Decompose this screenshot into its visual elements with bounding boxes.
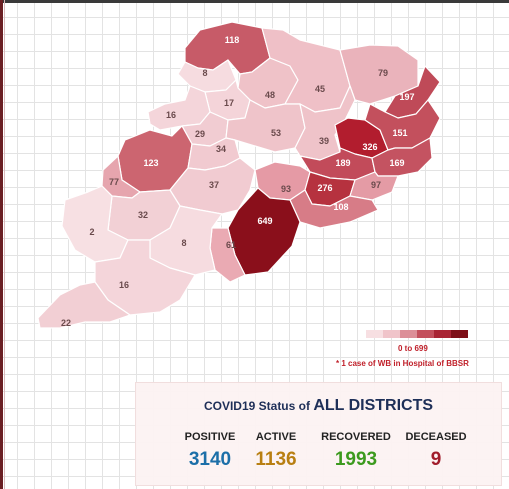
stat-recovered-value: 1993: [334, 449, 378, 470]
district-label-16: 16: [166, 110, 176, 120]
district-label-34: 34: [216, 144, 226, 154]
district-label-8-south: 8: [181, 238, 186, 248]
district-label-2: 2: [89, 227, 94, 237]
status-title-emph: ALL DISTRICTS: [313, 397, 434, 414]
stat-active-label: ACTIVE: [255, 431, 297, 443]
district-label-79: 79: [378, 68, 388, 78]
stat-positive-value: 3140: [188, 449, 232, 470]
district-label-22: 22: [61, 318, 71, 328]
district-22[interactable]: [37, 281, 131, 329]
left-border: [0, 0, 3, 489]
stat-active-value: 1136: [255, 449, 297, 470]
district-label-32: 32: [138, 210, 148, 220]
district-label-37: 37: [209, 180, 219, 190]
district-label-93: 93: [281, 184, 291, 194]
district-label-276: 276: [317, 183, 332, 193]
legend-note: * 1 case of WB in Hospital of BBSR: [336, 359, 469, 368]
left-border-inner: [4, 0, 5, 489]
district-label-16-south: 16: [119, 280, 129, 290]
district-label-61: 61: [226, 240, 236, 250]
status-title-prefix: COVID19 Status of: [203, 399, 310, 413]
district-label-48: 48: [265, 90, 275, 100]
district-label-17: 17: [224, 98, 234, 108]
district-label-326: 326: [362, 142, 377, 152]
district-label-77: 77: [109, 177, 119, 187]
district-39[interactable]: [294, 85, 356, 161]
legend-color-scale: [366, 330, 468, 338]
stat-deceased-label: DECEASED: [405, 431, 467, 443]
stat-recovered-label: RECOVERED: [321, 431, 391, 443]
stat-deceased: DECEASED 9: [390, 431, 482, 471]
legend-swatch: [400, 330, 417, 338]
stat-positive-label: POSITIVE: [184, 431, 236, 443]
legend-swatch: [417, 330, 434, 338]
district-label-108: 108: [333, 202, 348, 212]
district-label-39: 39: [319, 136, 329, 146]
legend-swatch: [366, 330, 383, 338]
district-label-151: 151: [392, 128, 407, 138]
top-border: [0, 0, 509, 3]
legend-swatch: [383, 330, 400, 338]
district-label-45: 45: [315, 84, 325, 94]
district-label-8: 8: [202, 68, 207, 78]
status-title: COVID19 Status of ALL DISTRICTS: [136, 397, 501, 415]
district-label-53: 53: [271, 128, 281, 138]
district-label-189: 189: [335, 158, 350, 168]
district-label-29: 29: [195, 129, 205, 139]
stat-positive: POSITIVE 3140: [170, 431, 250, 471]
district-label-197: 197: [399, 92, 414, 102]
district-label-169: 169: [389, 158, 404, 168]
district-label-118: 118: [225, 35, 240, 45]
legend-range: 0 to 699: [398, 344, 428, 353]
stat-deceased-value: 9: [430, 449, 442, 470]
stat-recovered: RECOVERED 1993: [306, 431, 406, 471]
legend-swatch: [451, 330, 468, 338]
district-label-97: 97: [371, 180, 381, 190]
status-panel: COVID19 Status of ALL DISTRICTS POSITIVE…: [135, 382, 502, 486]
district-label-649: 649: [257, 216, 272, 226]
stat-active: ACTIVE 1136: [244, 431, 308, 471]
district-label-123: 123: [143, 158, 158, 168]
district-108[interactable]: [289, 189, 379, 229]
legend-swatch: [434, 330, 451, 338]
